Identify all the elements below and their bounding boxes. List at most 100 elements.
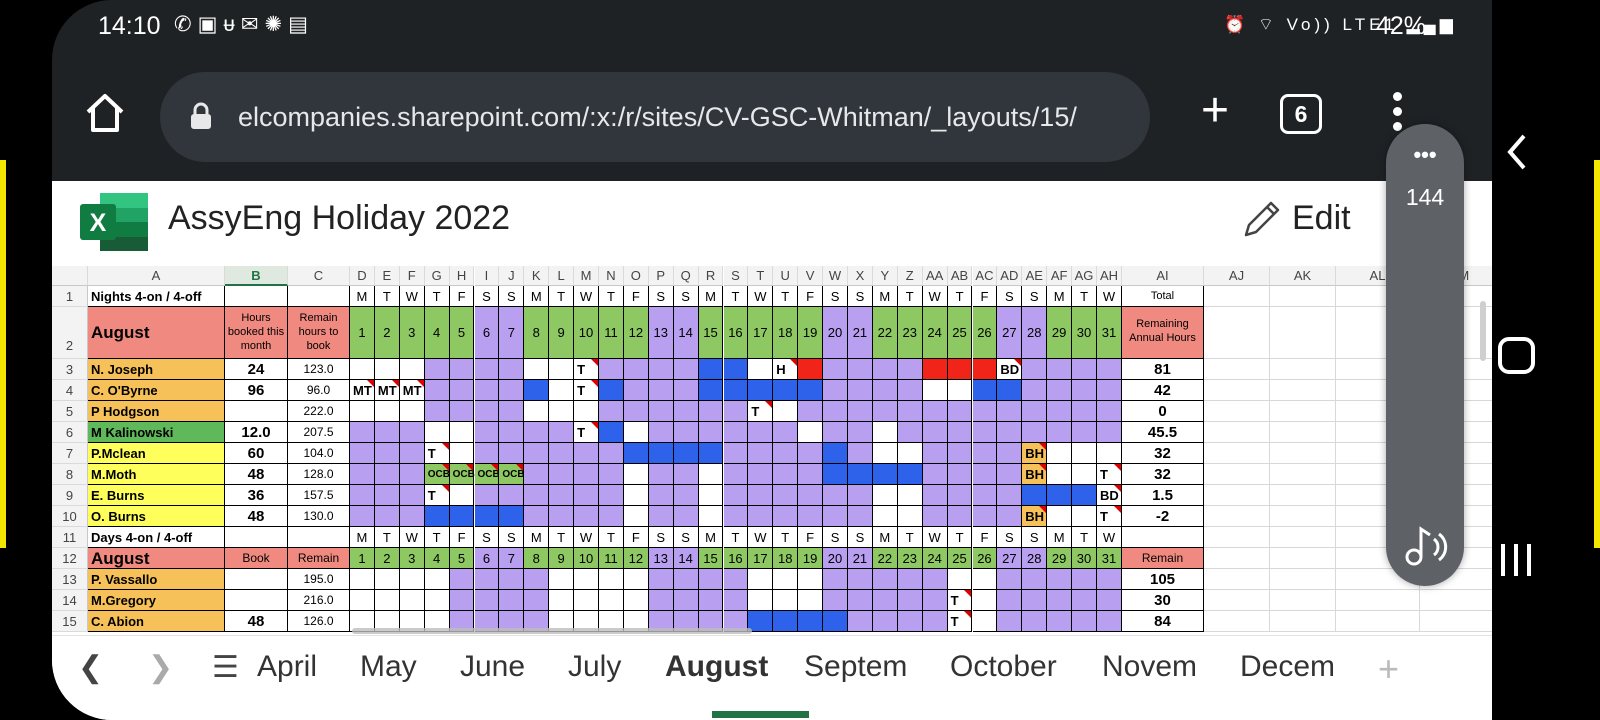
weekday-header[interactable]: T xyxy=(424,286,450,307)
day-cell[interactable] xyxy=(673,422,699,443)
day-cell[interactable] xyxy=(922,485,948,506)
day-cell[interactable] xyxy=(350,401,375,422)
day-cell[interactable] xyxy=(449,590,475,611)
column-header[interactable]: P xyxy=(648,266,674,286)
day-cell[interactable] xyxy=(922,443,948,464)
day-cell[interactable] xyxy=(723,485,749,506)
day-cell[interactable] xyxy=(972,464,998,485)
date-header[interactable]: 28 xyxy=(1022,548,1048,569)
row-header[interactable]: 8 xyxy=(52,464,88,485)
day-cell[interactable] xyxy=(350,569,375,590)
day-cell[interactable] xyxy=(748,506,774,527)
date-header[interactable]: 23 xyxy=(897,548,923,569)
date-header[interactable]: 14 xyxy=(673,548,699,569)
home-icon[interactable] xyxy=(82,90,128,136)
day-cell[interactable] xyxy=(773,422,799,443)
day-cell[interactable] xyxy=(499,422,525,443)
day-cell[interactable] xyxy=(374,443,400,464)
day-cell[interactable] xyxy=(848,422,873,443)
weekday-header[interactable]: S xyxy=(474,527,500,548)
more-menu-icon[interactable] xyxy=(1390,92,1404,136)
weekday-header[interactable]: S xyxy=(499,527,525,548)
hours-booked[interactable]: 96 xyxy=(225,380,288,401)
empty-cell[interactable] xyxy=(1270,359,1336,380)
date-header[interactable]: 16 xyxy=(723,548,749,569)
sheet-tab-october[interactable]: October xyxy=(950,650,1057,683)
empty-cell[interactable] xyxy=(1270,422,1336,443)
date-header[interactable]: 22 xyxy=(872,307,898,359)
day-cell[interactable] xyxy=(574,443,599,464)
date-header[interactable]: 26 xyxy=(972,548,998,569)
weekday-header[interactable]: F xyxy=(623,527,649,548)
date-header[interactable]: 14 xyxy=(673,307,699,359)
weekday-header[interactable]: F xyxy=(972,286,998,307)
day-cell[interactable] xyxy=(399,590,425,611)
day-cell[interactable] xyxy=(449,506,475,527)
day-cell[interactable] xyxy=(574,485,599,506)
date-header[interactable]: 29 xyxy=(1047,307,1073,359)
day-cell[interactable] xyxy=(1072,485,1097,506)
day-cell[interactable] xyxy=(524,569,550,590)
day-cell[interactable] xyxy=(474,569,500,590)
day-cell[interactable] xyxy=(748,464,774,485)
date-header[interactable]: 12 xyxy=(623,307,649,359)
weekday-header[interactable]: W xyxy=(574,286,599,307)
weekday-header[interactable]: W xyxy=(1097,527,1122,548)
day-cell[interactable] xyxy=(524,422,550,443)
day-cell[interactable] xyxy=(848,380,873,401)
employee-name[interactable]: P. Vassallo xyxy=(88,569,225,590)
day-cell[interactable] xyxy=(848,443,873,464)
day-cell[interactable] xyxy=(922,401,948,422)
day-cell[interactable]: T xyxy=(947,611,973,632)
column-header[interactable]: I xyxy=(474,266,500,286)
day-cell[interactable] xyxy=(1072,359,1097,380)
date-header[interactable]: 4 xyxy=(424,548,450,569)
hours-remaining[interactable]: 128.0 xyxy=(288,464,350,485)
day-cell[interactable] xyxy=(449,422,475,443)
column-header[interactable]: A xyxy=(88,266,225,286)
day-cell[interactable] xyxy=(648,359,674,380)
day-cell[interactable] xyxy=(972,485,998,506)
empty-cell[interactable] xyxy=(1204,464,1270,485)
date-header[interactable]: 8 xyxy=(524,307,550,359)
day-cell[interactable] xyxy=(374,506,400,527)
row-header[interactable]: 11 xyxy=(52,527,88,548)
day-cell[interactable] xyxy=(798,359,824,380)
day-cell[interactable] xyxy=(823,422,848,443)
day-cell[interactable] xyxy=(848,569,873,590)
hours-remaining[interactable]: 104.0 xyxy=(288,443,350,464)
day-cell[interactable]: H xyxy=(773,359,799,380)
column-header[interactable]: R xyxy=(698,266,724,286)
weekday-header[interactable]: T xyxy=(773,527,799,548)
employee-name[interactable]: O. Burns xyxy=(88,506,225,527)
day-cell[interactable] xyxy=(872,443,898,464)
next-sheet-icon[interactable]: ❯ xyxy=(148,651,174,684)
day-cell[interactable] xyxy=(549,443,575,464)
day-cell[interactable] xyxy=(374,422,400,443)
date-header[interactable]: 27 xyxy=(997,307,1023,359)
day-cell[interactable] xyxy=(623,443,649,464)
day-cell[interactable] xyxy=(773,611,799,632)
day-cell[interactable]: T xyxy=(574,359,599,380)
day-cell[interactable] xyxy=(972,569,998,590)
day-cell[interactable] xyxy=(848,464,873,485)
column-header[interactable]: AB xyxy=(947,266,973,286)
month-title[interactable]: August xyxy=(88,307,225,359)
empty-cell[interactable] xyxy=(1270,506,1336,527)
day-cell[interactable] xyxy=(623,359,649,380)
row-header[interactable]: 10 xyxy=(52,506,88,527)
empty-cell[interactable] xyxy=(1270,611,1336,632)
date-header[interactable]: 31 xyxy=(1097,548,1122,569)
date-header[interactable]: 16 xyxy=(723,307,749,359)
column-header[interactable]: J xyxy=(499,266,525,286)
day-cell[interactable] xyxy=(872,611,898,632)
day-cell[interactable] xyxy=(648,464,674,485)
day-cell[interactable]: T xyxy=(1097,506,1122,527)
date-header[interactable]: 21 xyxy=(848,307,873,359)
column-header[interactable]: AH xyxy=(1097,266,1122,286)
recents-icon[interactable] xyxy=(1492,540,1600,580)
spreadsheet-grid[interactable]: A B C D E F G H I J K L M N O P Q R S T U V W X Y Z AA AB AC AD AE AF AG… xyxy=(52,266,1492,635)
day-cell[interactable] xyxy=(1047,464,1073,485)
weekday-header[interactable]: M xyxy=(1047,527,1073,548)
day-cell[interactable] xyxy=(947,569,973,590)
